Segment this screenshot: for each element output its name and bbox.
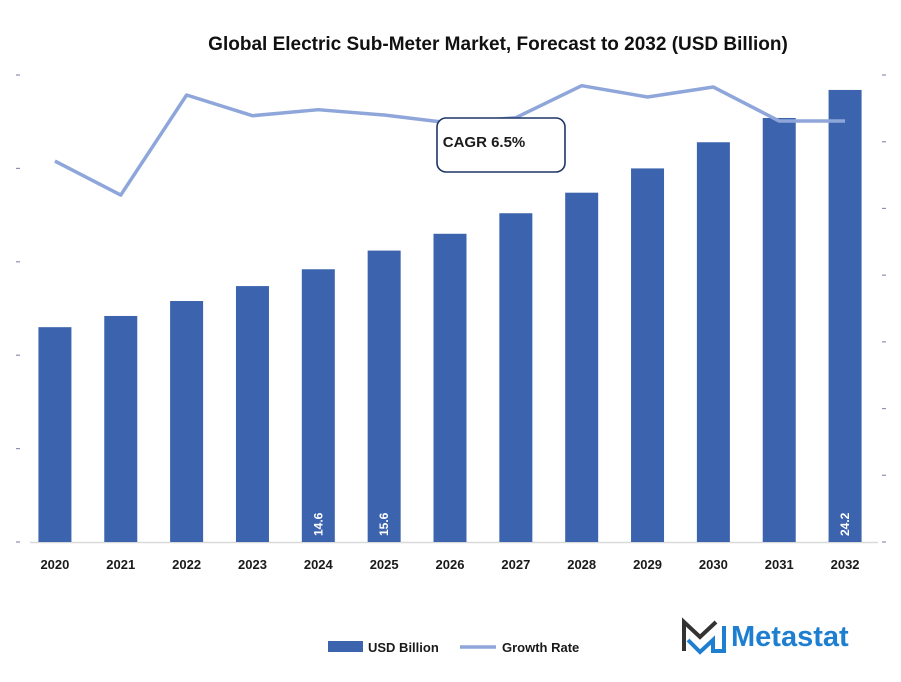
cagr-label: CAGR 6.5% <box>443 134 526 151</box>
bar-series: 14.6 15.6 24.2 <box>38 89 862 543</box>
x-tick-label-2032: 2032 <box>831 557 860 572</box>
metastat-wordmark: Metastat <box>731 621 849 653</box>
legend-label-usd-billion: USD Billion <box>368 640 439 655</box>
x-axis-labels: 2020 2021 2022 2023 2024 2025 2026 2027 2028 2029… <box>40 557 859 572</box>
bar-2029 <box>631 168 665 542</box>
x-tick-label-2020: 2020 <box>40 557 69 572</box>
legend-swatch-usd-billion <box>328 641 363 652</box>
x-tick-label-2021: 2021 <box>106 557 135 572</box>
chart-title: Global Electric Sub-Meter Market, Foreca… <box>208 34 788 55</box>
data-label-2025: 15.6 <box>377 512 391 536</box>
legend-label-growth-rate: Growth Rate <box>502 640 579 655</box>
x-tick-label-2030: 2030 <box>699 557 728 572</box>
bar-2026 <box>433 233 467 542</box>
data-label-2032: 24.2 <box>838 512 852 536</box>
legend: USD Billion Growth Rate <box>328 640 579 655</box>
cagr-box <box>436 117 566 173</box>
x-tick-label-2024: 2024 <box>304 557 334 572</box>
bar-2022 <box>170 301 204 542</box>
x-tick-label-2027: 2027 <box>501 557 530 572</box>
x-tick-label-2023: 2023 <box>238 557 267 572</box>
data-label-2024: 14.6 <box>311 512 325 536</box>
bar-2031 <box>762 117 796 543</box>
x-tick-label-2028: 2028 <box>567 557 596 572</box>
metastat-logo: Metastat <box>682 617 849 655</box>
bar-2032 <box>828 89 862 542</box>
bar-2028 <box>565 192 599 542</box>
bar-2030 <box>696 142 730 543</box>
bar-2025 <box>367 250 401 543</box>
bar-2021 <box>104 315 138 542</box>
x-tick-label-2031: 2031 <box>765 557 794 572</box>
x-tick-label-2022: 2022 <box>172 557 201 572</box>
x-tick-label-2025: 2025 <box>370 557 399 572</box>
bar-2020 <box>38 327 72 542</box>
axes <box>16 74 886 544</box>
bar-2024 <box>301 269 335 542</box>
metastat-m-icon <box>682 617 726 655</box>
bar-2023 <box>235 286 269 542</box>
cagr-annotation: CAGR 6.5% <box>436 117 566 173</box>
bar-2027 <box>499 213 533 542</box>
x-tick-label-2026: 2026 <box>436 557 465 572</box>
x-tick-label-2029: 2029 <box>633 557 662 572</box>
